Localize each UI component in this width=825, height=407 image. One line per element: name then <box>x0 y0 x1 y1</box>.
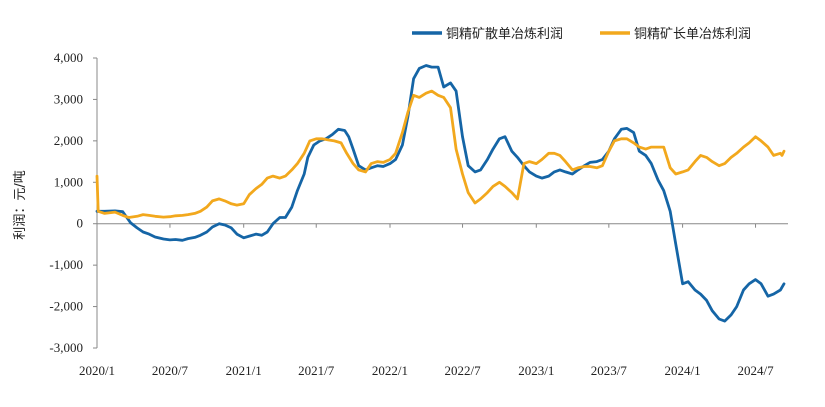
legend-label-long: 铜精矿长单冶炼利润 <box>634 27 751 42</box>
x-tick-label: 2024/1 <box>665 363 701 378</box>
x-tick-label: 2022/7 <box>444 363 481 378</box>
legend: 铜精矿散单冶炼利润 铜精矿长单冶炼利润 <box>412 27 751 42</box>
series-line-1 <box>95 89 786 219</box>
y-tick-label: 4,000 <box>54 50 83 65</box>
y-tick-label: 3,000 <box>54 91 83 106</box>
x-axis: 2020/1 2020/7 2021/1 2021/7 2022/1 2022/7 2023… <box>79 223 788 378</box>
x-tick-label: 2021/7 <box>298 363 335 378</box>
y-tick-label: -1,000 <box>49 257 83 272</box>
x-tick-label: 2021/1 <box>226 363 262 378</box>
legend-label-scatter: 铜精矿散单冶炼利润 <box>446 27 563 42</box>
series-line-0 <box>95 64 786 323</box>
y-axis-label: 利润：元/吨 <box>13 170 28 239</box>
x-tick-label: 2022/1 <box>372 363 408 378</box>
y-axis: -3,000 -2,000 -1,000 0 1,000 2,000 3,000 4,000 <box>49 50 98 355</box>
x-tick-label: 2020/7 <box>152 363 189 378</box>
x-tick-label: 2023/7 <box>591 363 628 378</box>
x-tick-label: 2024/7 <box>737 363 774 378</box>
y-tick-label: -2,000 <box>49 299 83 314</box>
x-tick-label: 2020/1 <box>79 363 115 378</box>
y-tick-label: 0 <box>77 216 84 231</box>
y-tick-label: 2,000 <box>54 133 83 148</box>
y-tick-label: -3,000 <box>49 340 83 355</box>
x-tick-label: 2023/1 <box>518 363 554 378</box>
y-tick-label: 1,000 <box>54 174 83 189</box>
series-layer <box>95 64 786 323</box>
